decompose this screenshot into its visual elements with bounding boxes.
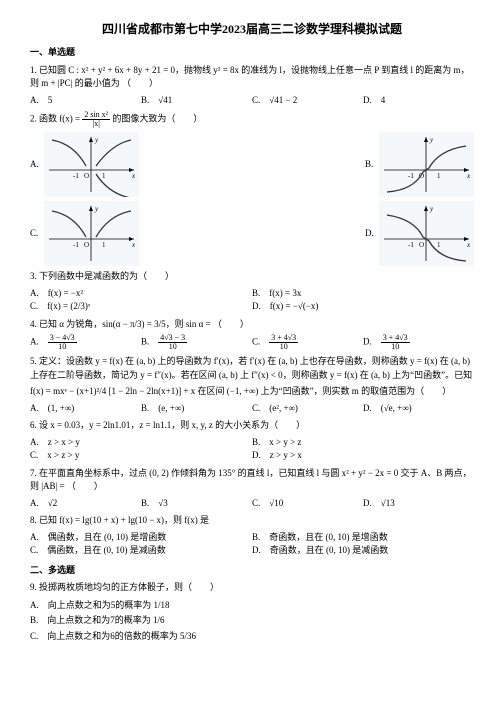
svg-text:O: O xyxy=(419,241,424,249)
q4-lc: C. xyxy=(252,337,260,347)
question-6: 6. 设 x = 0.03，y = 2ln1.01，z = ln1.1，则 x,… xyxy=(30,419,474,463)
q1-stem: 1. 已知圆 C : x² + y² + 6x + 8y + 21 = 0，抛物… xyxy=(30,65,469,89)
q8-opt-c: C. 偶函数，且在 (0, 10) 是减函数 xyxy=(30,544,252,558)
q3-opt-a: A. f(x) = −x² xyxy=(30,287,252,301)
q6-opt-c: C. x > z > y xyxy=(30,449,252,463)
svg-text:-1: -1 xyxy=(73,172,79,180)
question-3: 3. 下列函数中是减函数的为（ ） A. f(x) = −x² B. f(x) … xyxy=(30,270,474,314)
q6-opt-d: D. z > y > x xyxy=(252,449,474,463)
q4-a-den: 10 xyxy=(48,343,77,351)
q3-opt-c: C. f(x) = (2/3)ˣ xyxy=(30,300,252,314)
svg-text:1: 1 xyxy=(437,172,441,180)
section-2: 二、多选题 xyxy=(30,564,474,578)
question-2: 2. 函数 f(x) = 2 sin x²|x| 的图像大致为（ ） A. x … xyxy=(30,111,474,266)
q2-label-d: D. xyxy=(365,227,379,241)
q2-label-b: B. xyxy=(365,158,379,172)
q6-opt-b: B. x > y > z xyxy=(252,436,474,450)
page-title: 四川省成都市第七中学2023届高三二诊数学理科模拟试题 xyxy=(30,20,474,38)
q4-la: A. xyxy=(30,337,39,347)
q5-opt-d: D. (√e, +∞) xyxy=(363,402,474,416)
q5-opt-a: A. (1, +∞) xyxy=(30,402,141,416)
q7-opt-d: D. √13 xyxy=(363,497,474,511)
q4-c-den: 10 xyxy=(269,343,298,351)
question-7: 7. 在平面直角坐标系中，过点 (0, 2) 作倾斜角为 135° 的直线 l，… xyxy=(30,467,474,511)
q4-b-den: 10 xyxy=(158,343,187,351)
svg-text:1: 1 xyxy=(102,241,106,249)
svg-text:1: 1 xyxy=(102,172,106,180)
q8-stem: 8. 已知 f(x) = lg(10 + x) + lg(10 − x)，则 f… xyxy=(30,514,474,528)
svg-text:1: 1 xyxy=(437,241,441,249)
q1-opt-d: D. 4 xyxy=(363,94,474,108)
q2-stem1: 2. 函数 f(x) = xyxy=(30,114,82,124)
q3-stem: 3. 下列函数中是减函数的为（ ） xyxy=(30,270,474,284)
q6-stem: 6. 设 x = 0.03，y = 2ln1.01，z = ln1.1，则 x,… xyxy=(30,419,474,433)
q8-opt-d: D. 奇函数，且在 (0, 10) 是减函数 xyxy=(252,544,474,558)
q9-stem: 9. 投掷两枚质地均匀的正方体骰子，则（ ） xyxy=(30,581,474,595)
q4-stem: 4. 已知 α 为锐角，sin(α − π/3) = 3/5，则 sin α =… xyxy=(30,318,474,332)
q4-d-den: 10 xyxy=(381,343,410,351)
question-5: 5. 定义：设函数 y = f(x) 在 (a, b) 上的导函数为 f′(x)… xyxy=(30,355,474,415)
q9-opt-c: C. 向上点数之和为6的倍数的概率为 5/36 xyxy=(30,630,474,644)
q7-opt-b: B. √3 xyxy=(141,497,252,511)
q7-opt-a: A. √2 xyxy=(30,497,141,511)
question-4: 4. 已知 α 为锐角，sin(α − π/3) = 3/5，则 sin α =… xyxy=(30,318,474,352)
question-1: 1. 已知圆 C : x² + y² + 6x + 8y + 21 = 0，抛物… xyxy=(30,64,474,108)
svg-text:-1: -1 xyxy=(73,241,79,249)
q2-frac-den: |x| xyxy=(82,120,110,128)
graph-b: x y O -1 1 xyxy=(379,132,474,197)
svg-text:O: O xyxy=(419,172,424,180)
q5-opt-b: B. (e, +∞) xyxy=(141,402,252,416)
q1-opt-b: B. √41 xyxy=(141,94,252,108)
q8-opt-b: B. 奇函数，且在 (0, 10) 是增函数 xyxy=(252,531,474,545)
q2-label-c: C. xyxy=(30,227,44,241)
q9-opt-b: B. 向上点数之和为7的概率为 1/6 xyxy=(30,614,474,628)
q8-opt-a: A. 偶函数，且在 (0, 10) 是增函数 xyxy=(30,531,252,545)
question-9: 9. 投掷两枚质地均匀的正方体骰子，则（ ） A. 向上点数之和为5的概率为 1… xyxy=(30,581,474,644)
q3-opt-d: D. f(x) = −√(−x) xyxy=(252,300,474,314)
q5-stem1: 5. 定义：设函数 y = f(x) 在 (a, b) 上的导函数为 f′(x)… xyxy=(30,355,474,382)
svg-text:O: O xyxy=(84,241,89,249)
q7-stem: 7. 在平面直角坐标系中，过点 (0, 2) 作倾斜角为 135° 的直线 l，… xyxy=(30,467,474,494)
q1-blank: （ ） xyxy=(122,78,158,88)
q9-opt-a: A. 向上点数之和为5的概率为 1/18 xyxy=(30,599,474,613)
svg-text:-1: -1 xyxy=(408,241,414,249)
graph-a: x y O -1 1 xyxy=(44,132,139,197)
q5-opt-c: C. (e², +∞) xyxy=(252,402,363,416)
svg-text:-1: -1 xyxy=(408,172,414,180)
q7-opt-c: C. √10 xyxy=(252,497,363,511)
q3-opt-b: B. f(x) = 3x xyxy=(252,287,474,301)
q2-stem2: 的图像大致为（ ） xyxy=(112,114,202,124)
q4-ld: D. xyxy=(363,337,372,347)
q6-opt-a: A. z > x > y xyxy=(30,436,252,450)
q4-lb: B. xyxy=(141,337,149,347)
q2-label-a: A. xyxy=(30,158,44,172)
q1-opt-c: C. √41 − 2 xyxy=(252,94,363,108)
section-1: 一、单选题 xyxy=(30,46,474,60)
question-8: 8. 已知 f(x) = lg(10 + x) + lg(10 − x)，则 f… xyxy=(30,514,474,558)
q1-opt-a: A. 5 xyxy=(30,94,141,108)
q5-stem2: f(x) = mxᵉ − (x+1)²/4 [1 − 2ln − 2ln(x+1… xyxy=(30,385,474,399)
graph-c: x y O -1 1 xyxy=(44,201,139,266)
svg-text:O: O xyxy=(84,172,89,180)
graph-d: x y O -1 1 xyxy=(379,201,474,266)
